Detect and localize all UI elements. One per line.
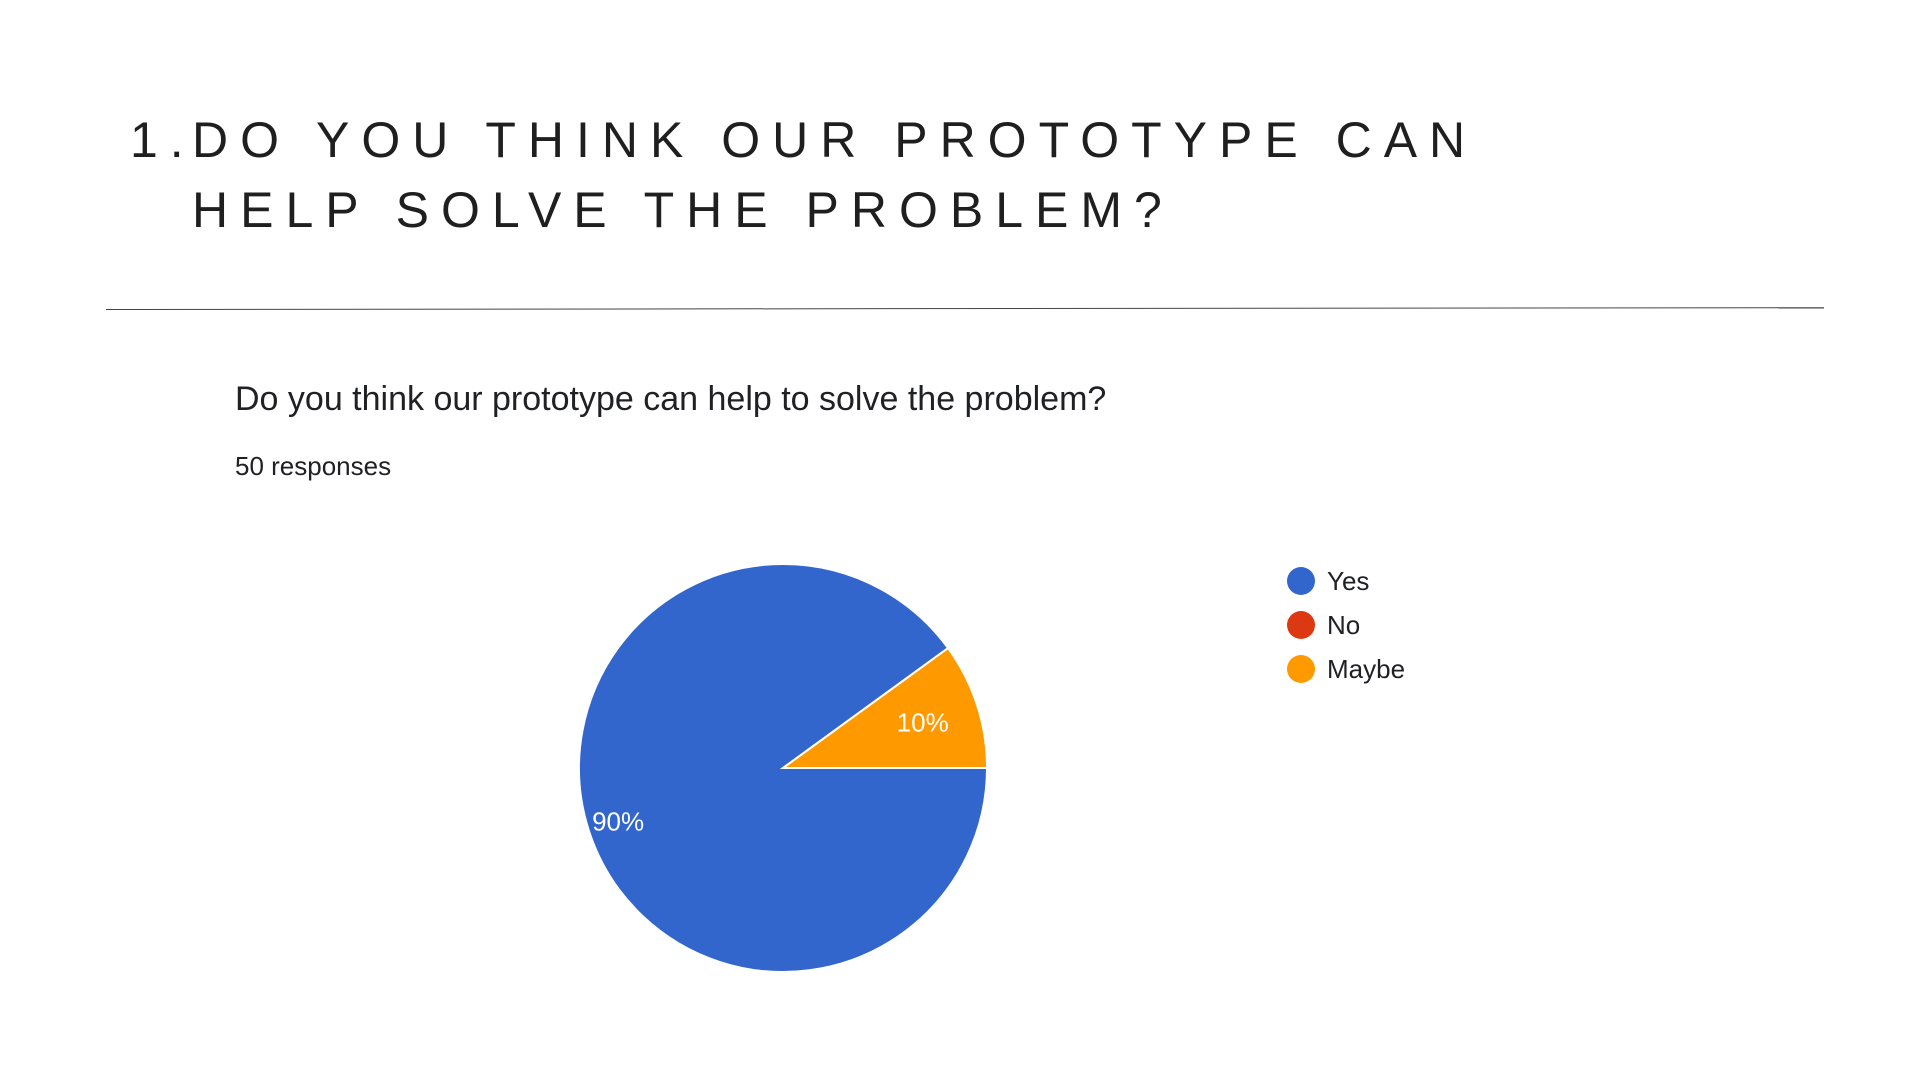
legend-item-no[interactable]: No xyxy=(1287,603,1405,647)
pie-slices: 90% 10% xyxy=(578,563,989,973)
response-count: 50 responses xyxy=(235,451,392,481)
legend-label-maybe: Maybe xyxy=(1327,653,1406,684)
slide-heading-text: DO YOU THINK OUR PROTOTYPE CAN HELP SOLV… xyxy=(192,112,1478,238)
chart-legend: Yes No Maybe xyxy=(1287,559,1405,691)
legend-label-yes: Yes xyxy=(1327,565,1370,596)
legend-item-maybe[interactable]: Maybe xyxy=(1287,647,1405,691)
legend-dot-no xyxy=(1287,611,1315,639)
pie-label-maybe: 10% xyxy=(897,708,949,738)
legend-label-no: No xyxy=(1327,609,1361,640)
heading-divider xyxy=(105,307,1824,310)
legend-item-yes[interactable]: Yes xyxy=(1287,559,1405,603)
chart-title: Do you think our prototype can help to s… xyxy=(235,380,1107,418)
slide-heading: 1. DO YOU THINK OUR PROTOTYPE CAN HELP S… xyxy=(130,105,1710,245)
legend-dot-yes xyxy=(1287,567,1315,595)
slide-heading-number: 1. xyxy=(130,112,196,168)
legend-dot-maybe xyxy=(1287,655,1315,683)
pie-label-yes: 90% xyxy=(592,807,644,837)
pie-slice-maybe[interactable] xyxy=(779,646,989,769)
